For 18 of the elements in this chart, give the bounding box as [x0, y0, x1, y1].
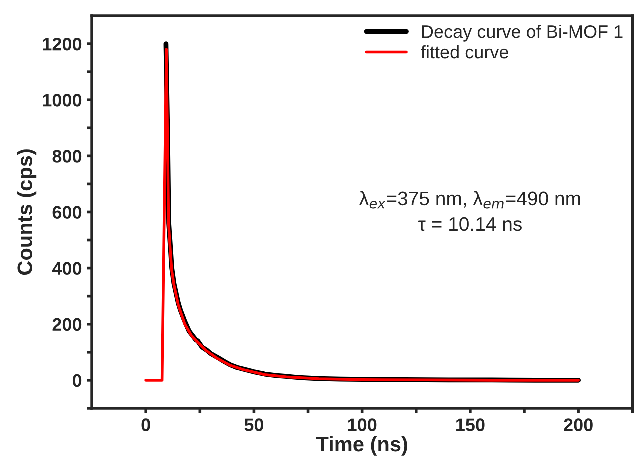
x-tick-label: 50 — [244, 418, 264, 432]
annotation: τ = 10.14 ns — [418, 217, 522, 232]
x-tick-label: 100 — [348, 418, 377, 432]
y-axis-title: Counts (cps) — [17, 150, 37, 276]
x-tick-label: 200 — [564, 418, 593, 432]
y-tick-label: 1000 — [43, 94, 82, 107]
y-tick-label: 0 — [72, 374, 82, 388]
y-tick-label: 600 — [52, 206, 82, 219]
annotation: λ$_{ex}$=375 nm, λ$_{em}$=490 nm — [359, 191, 580, 209]
y-tick-label: 800 — [52, 150, 82, 163]
x-axis-title: Time (ns) — [316, 436, 408, 456]
y-tick-label: 400 — [52, 262, 82, 276]
y-tick-label: 200 — [52, 318, 82, 332]
y-tick-label: 1200 — [43, 38, 82, 51]
x-tick-label: 150 — [456, 418, 485, 432]
legend-label: Decay curve of Bi-MOF 1 — [422, 25, 623, 42]
legend-label: fitted curve — [421, 45, 508, 59]
x-tick-label: 0 — [142, 418, 150, 432]
